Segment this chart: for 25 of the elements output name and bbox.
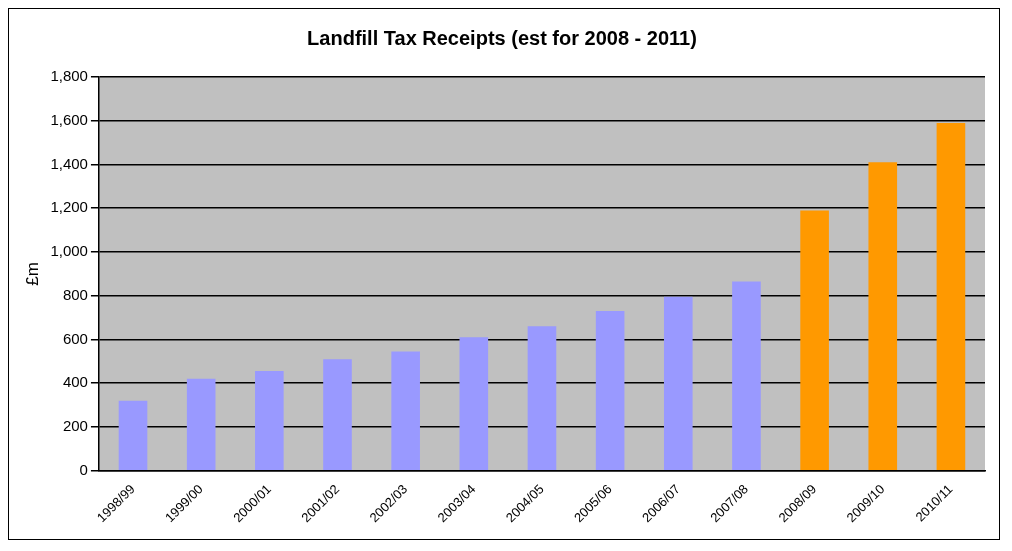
bar (595, 311, 625, 470)
bar (323, 359, 352, 470)
bar (459, 337, 489, 470)
y-tick-label: 1,200 (50, 198, 88, 216)
bar (391, 351, 420, 470)
y-tick-label: 400 (62, 373, 88, 391)
y-tick-label: 0 (79, 460, 88, 478)
y-tick-label: 1,800 (50, 67, 88, 85)
y-axis-title: £m (22, 262, 42, 286)
bar (868, 162, 898, 470)
y-tick-label: 600 (62, 329, 88, 347)
y-tick-label: 200 (62, 417, 88, 435)
bar (255, 370, 284, 470)
bar (936, 122, 966, 470)
y-tick-label: 800 (62, 285, 88, 303)
chart-title: Landfill Tax Receipts (est for 2008 - 2011) (307, 26, 697, 49)
bar (186, 378, 216, 470)
bar (663, 296, 693, 470)
bar (732, 281, 761, 470)
bar (800, 210, 829, 470)
y-tick-label: 1,400 (50, 154, 88, 172)
bar (118, 400, 148, 470)
bar (527, 326, 557, 470)
y-tick-label: 1,000 (50, 242, 88, 260)
y-tick-label: 1,600 (50, 110, 88, 128)
